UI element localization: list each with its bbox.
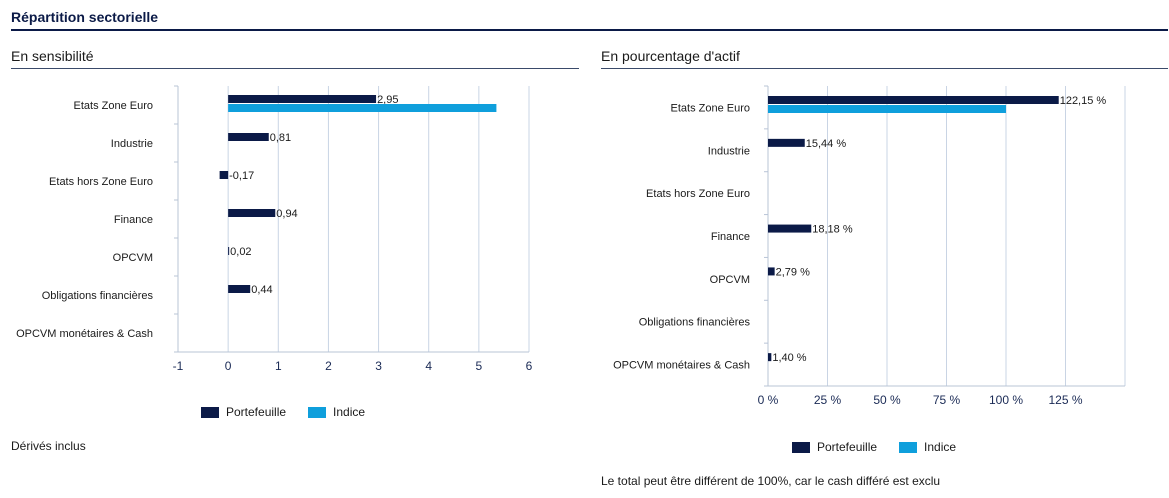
right-footnote: Le total peut être différent de 100%, ca… [601, 474, 941, 488]
tick-label: 3 [375, 359, 382, 373]
category-label: Etats Zone Euro [74, 100, 154, 112]
tick-label: -1 [173, 359, 184, 373]
page-title: Répartition sectorielle [11, 9, 159, 25]
legend-label-indice-right: Indice [924, 440, 957, 454]
left-title-divider [11, 68, 579, 69]
legend-label-portefeuille: Portefeuille [226, 405, 287, 419]
tick-label: 2 [325, 359, 332, 373]
bar-portefeuille [768, 138, 805, 147]
tick-label: 100 % [989, 393, 1023, 407]
category-label: Etats Zone Euro [671, 102, 751, 114]
tick-label: 0 [225, 359, 232, 373]
category-label: Obligations financières [42, 290, 154, 302]
right-legend: Portefeuille Indice [792, 440, 978, 454]
tick-label: 6 [526, 359, 533, 373]
legend-swatch-indice [308, 406, 327, 418]
bar-portefeuille [768, 224, 812, 233]
category-label: Obligations financières [639, 317, 751, 329]
legend-label-indice: Indice [333, 405, 366, 419]
data-label: 2,79 % [776, 266, 810, 278]
data-label: 18,18 % [812, 224, 853, 236]
legend-item-indice: Indice [308, 405, 365, 419]
bar-portefeuille [768, 267, 775, 276]
bar-portefeuille [228, 209, 276, 217]
bar-indice [768, 105, 1006, 113]
data-label: -0,17 [229, 170, 254, 182]
bar-portefeuille [228, 95, 377, 103]
tick-label: 50 % [873, 393, 901, 407]
category-label: Industrie [111, 138, 153, 150]
legend-item-portefeuille: Portefeuille [201, 405, 286, 419]
title-divider [11, 29, 1168, 31]
tick-label: 4 [425, 359, 432, 373]
tick-label: 75 % [933, 393, 961, 407]
bar-portefeuille [228, 247, 230, 255]
data-label: 0,02 [230, 246, 251, 258]
category-label: Industrie [708, 145, 750, 157]
left-legend: Portefeuille Indice [201, 405, 387, 419]
left-chart-title: En sensibilité [11, 48, 94, 64]
legend-item-portefeuille-right: Portefeuille [792, 440, 877, 454]
tick-label: 25 % [814, 393, 842, 407]
legend-item-indice-right: Indice [899, 440, 956, 454]
tick-label: 125 % [1048, 393, 1082, 407]
category-label: OPCVM [710, 274, 750, 286]
bar-portefeuille [228, 133, 269, 141]
legend-swatch-indice-right [899, 441, 918, 453]
legend-swatch-portefeuille [201, 406, 219, 418]
right-title-divider [601, 68, 1168, 69]
legend-swatch-portefeuille-right [792, 441, 810, 453]
data-label: 0,81 [270, 132, 291, 144]
tick-label: 0 % [758, 393, 779, 407]
data-label: 0,44 [251, 284, 272, 296]
category-label: Finance [711, 231, 750, 243]
category-label: Finance [114, 214, 153, 226]
tick-label: 1 [275, 359, 282, 373]
category-label: OPCVM monétaires & Cash [16, 328, 153, 340]
bar-portefeuille [219, 171, 229, 179]
bar-portefeuille [768, 353, 772, 362]
data-label: 15,44 % [806, 138, 847, 150]
legend-label-portefeuille-right: Portefeuille [817, 440, 878, 454]
tick-label: 5 [476, 359, 483, 373]
category-label: Etats hors Zone Euro [646, 188, 750, 200]
right-chart-title: En pourcentage d'actif [601, 48, 740, 64]
bar-indice [228, 104, 497, 112]
bar-portefeuille [228, 285, 251, 293]
bar-portefeuille [768, 96, 1059, 104]
category-label: OPCVM [113, 252, 153, 264]
data-label: 122,15 % [1060, 95, 1107, 107]
category-label: Etats hors Zone Euro [49, 176, 153, 188]
category-label: OPCVM monétaires & Cash [613, 360, 750, 372]
data-label: 0,94 [276, 208, 297, 220]
data-label: 1,40 % [772, 352, 806, 364]
left-footnote: Dérivés inclus [11, 439, 86, 453]
data-label: 2,95 [377, 94, 398, 106]
